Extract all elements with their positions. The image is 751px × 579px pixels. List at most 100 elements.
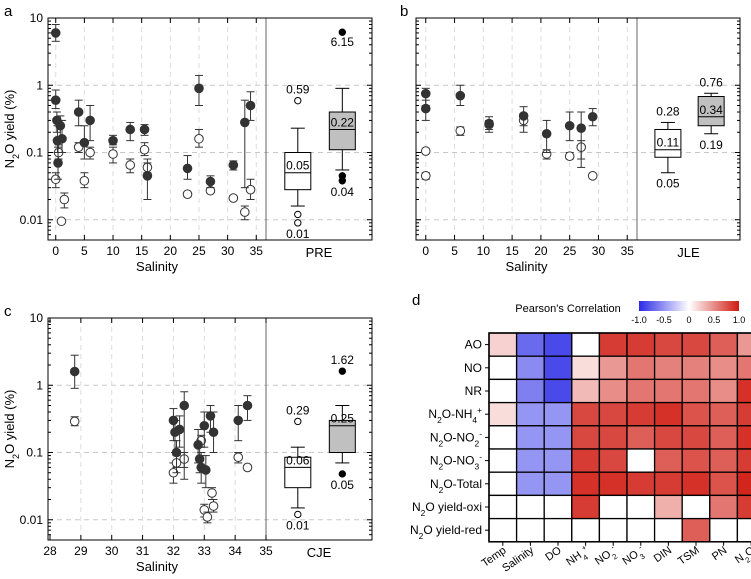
- y-tick-label: 10: [30, 11, 44, 25]
- panel-letter: a: [4, 3, 13, 20]
- heatmap-cell: [515, 425, 545, 450]
- col-label: DIN: [652, 544, 674, 565]
- x-tick-label: 10: [106, 244, 120, 258]
- data-point-open: [69, 416, 80, 427]
- row-label: N2O-NO2-: [430, 428, 482, 448]
- heatmap-cell: [681, 332, 711, 357]
- y-axis-title: N2O yield (%): [2, 390, 21, 469]
- box-body: [284, 152, 312, 191]
- heatmap-cell: [515, 401, 545, 427]
- plot-frame: [415, 17, 741, 241]
- y-tick-label: 1: [36, 78, 43, 92]
- x-tick-label: 29: [74, 544, 88, 558]
- heatmap-cell: [681, 378, 711, 404]
- box-label-max: 0.76: [699, 75, 723, 89]
- heatmap-cell: [571, 425, 601, 450]
- data-point-filled: [484, 118, 494, 129]
- x-tick-label: 30: [592, 244, 606, 258]
- y-tick-label: 0.1: [26, 446, 43, 460]
- heatmap-cell: [598, 332, 628, 357]
- box-body: [328, 111, 356, 151]
- heatmap-cell: [626, 494, 656, 520]
- x-tick-label: 30: [221, 244, 235, 258]
- data-point-filled: [79, 137, 90, 148]
- panel-d: d Pearson's Correlation -1.0 -0.5 0 0.5 1.0 AO N…: [410, 292, 751, 575]
- box-group-label: CJE: [307, 545, 332, 560]
- heatmap-cell: [571, 494, 601, 520]
- data-point-open: [228, 193, 239, 203]
- data-point-filled: [208, 427, 219, 438]
- y-tick-label: 0.01: [20, 513, 44, 527]
- heatmap-cell: [736, 494, 751, 520]
- heatmap-cell: [598, 494, 628, 520]
- data-point-open: [182, 189, 193, 199]
- row-label: NO: [464, 361, 482, 375]
- col-label: NO2-: [591, 542, 621, 570]
- heatmap-cell: [653, 448, 683, 473]
- x-tick-label: 5: [451, 244, 458, 258]
- x-tick-label: 15: [135, 244, 149, 258]
- heatmap-cell: [736, 355, 751, 381]
- panel-b: 0 5 10 15 20 25 30 35 Salinity JLE b 0.28 0.11 0.05 0.…: [400, 3, 741, 274]
- data-point-filled: [55, 120, 66, 131]
- data-point-filled: [193, 440, 203, 450]
- colorbar-tick-label: -1.0: [631, 315, 647, 325]
- heatmap-cell: [543, 471, 573, 497]
- data-point-filled: [233, 415, 244, 426]
- heatmap-cell: [515, 494, 545, 520]
- heatmap-cell: [571, 332, 601, 357]
- heatmap-cell: [488, 471, 518, 497]
- data-point-filled: [85, 115, 95, 126]
- data-point-open: [79, 175, 90, 186]
- data-point-filled: [139, 124, 150, 135]
- heatmap-cell: [571, 471, 601, 497]
- x-tick-label: 0: [52, 244, 59, 258]
- box-label-max: 0.59: [286, 83, 310, 97]
- y-tick-label: 0.1: [26, 146, 43, 160]
- data-point-open: [564, 151, 575, 162]
- data-point-open: [587, 171, 598, 181]
- heatmap-cell: [598, 517, 628, 543]
- data-point-open: [194, 133, 204, 144]
- data-point-filled: [240, 117, 250, 128]
- data-point-filled: [171, 447, 182, 458]
- data-point-open: [59, 194, 70, 205]
- heatmap-cell: [515, 448, 545, 473]
- heatmap-cell: [626, 425, 656, 450]
- row-label: N2O-NH4+: [428, 405, 482, 425]
- heatmap-cell: [488, 425, 518, 450]
- box-outlier: [338, 177, 347, 185]
- heatmap-cell: [515, 355, 545, 381]
- y-axis-title: N2O yield (%): [2, 90, 21, 169]
- heatmap-cell: [736, 378, 751, 404]
- data-point-filled: [518, 111, 529, 121]
- heatmap-cell: [681, 471, 711, 497]
- box-outlier: [294, 510, 302, 519]
- heatmap-cell: [543, 332, 573, 357]
- heatmap-cell: [515, 517, 545, 543]
- data-point-filled: [587, 111, 598, 122]
- heatmap-cell: [626, 471, 656, 497]
- heatmap-cell: [515, 471, 545, 497]
- data-point-open: [202, 512, 213, 522]
- heatmap-cell: [543, 494, 573, 520]
- x-axis-title: Salinity: [136, 259, 178, 274]
- data-point-open: [85, 147, 95, 158]
- heatmap-cell: [571, 401, 601, 427]
- box-outlier: [294, 417, 302, 426]
- heatmap-cell: [488, 355, 518, 381]
- heatmap-cell: [571, 517, 601, 543]
- data-point-filled: [69, 366, 80, 377]
- heatmap-cell: [543, 517, 573, 543]
- panel-c: 0.01 0.1 1 10 N2O yield (%) 28 29 30 31 32 33 34 35 S…: [2, 303, 373, 574]
- heatmap-cell: [736, 517, 751, 543]
- colorbar-title: Pearson's Correlation: [515, 303, 620, 315]
- y-tick-label: 10: [30, 311, 44, 325]
- col-label: NO3-: [619, 542, 649, 570]
- heatmap-cell: [571, 355, 601, 381]
- col-label: Salinity: [500, 544, 536, 574]
- heatmap-cell: [488, 494, 518, 520]
- heatmap-cell: [488, 401, 518, 427]
- data-point-open: [240, 207, 250, 217]
- box-label-min: 0.04: [331, 185, 355, 199]
